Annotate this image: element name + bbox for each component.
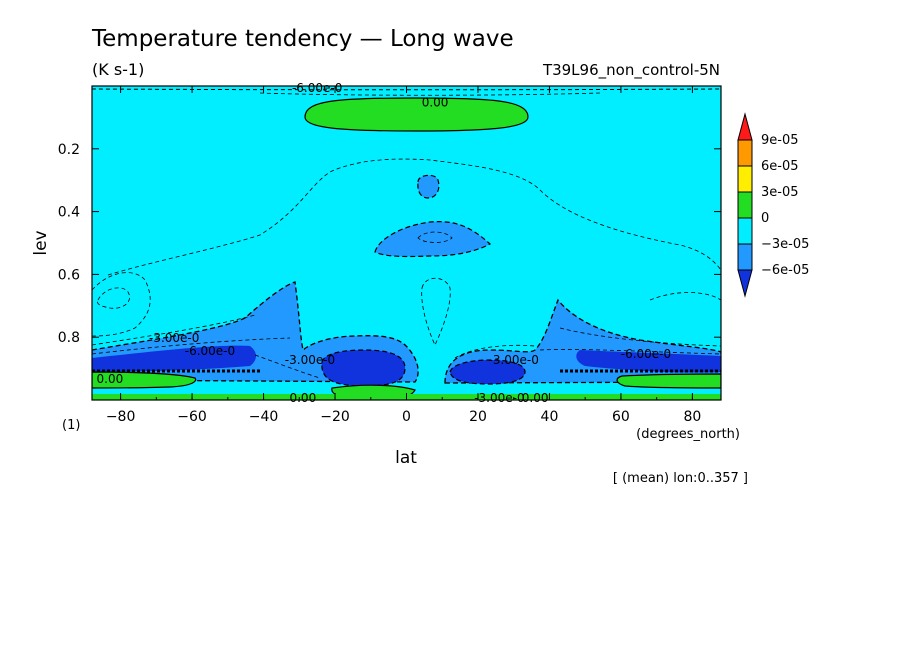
plot-area <box>92 86 721 400</box>
contour-label: -3.00e-0 <box>474 391 524 405</box>
y-axis-label: lev <box>31 230 51 255</box>
contour-upper-dome <box>107 158 721 276</box>
colorbar-level-label: −3e-05 <box>761 237 809 252</box>
contour-right-lower-lines <box>454 327 721 359</box>
x-tick-label: −80 <box>106 409 136 425</box>
x-tick-label: −60 <box>177 409 207 425</box>
y-tick-label: 0.6 <box>58 267 80 283</box>
contour-left-loop <box>97 287 130 309</box>
colorbar-level-label: 9e-05 <box>761 133 799 148</box>
colorbar-box <box>737 139 753 167</box>
colorbar-box <box>737 165 753 193</box>
fill-right-central-core <box>449 359 526 385</box>
y-axis: 0.2 0.4 0.6 0.8 <box>58 142 721 346</box>
x-tick-label: 40 <box>541 409 559 425</box>
fill-left-core-band <box>92 345 256 372</box>
contour-label: -3.00e-0 <box>285 353 335 367</box>
fill-right-core-band <box>576 350 721 373</box>
colorbar-level-label: 3e-05 <box>761 185 799 200</box>
x-axis: −80 −60 −40 −20 0 20 40 60 80 <box>106 86 701 425</box>
contour-top-line-2 <box>259 92 601 96</box>
contour-label: -6.00e-0 <box>292 81 342 95</box>
colorbar-level-label: 6e-05 <box>761 159 799 174</box>
contour-central-inner-loop <box>417 231 453 243</box>
fill-left-bottom-zero-band <box>92 371 197 389</box>
contour-left-arc <box>92 272 151 337</box>
y-axis-units: (1) <box>62 418 80 433</box>
contour-label: -6.00e-0 <box>621 347 671 361</box>
colorbar-bottom-arrow <box>737 269 753 298</box>
x-tick-label: −40 <box>249 409 279 425</box>
fill-mid-small-blob <box>417 174 440 199</box>
x-tick-label: 60 <box>612 409 630 425</box>
x-tick-label: −20 <box>320 409 350 425</box>
x-tick-label: 80 <box>683 409 701 425</box>
experiment-label: T39L96_non_control-5N <box>542 61 720 80</box>
colorbar-top-arrow <box>737 112 753 141</box>
chart-units: (K s-1) <box>92 60 144 79</box>
x-axis-label: lat <box>395 448 417 468</box>
y-tick-label: 0.2 <box>58 142 80 158</box>
contour-label: 0.00 <box>97 372 124 386</box>
fill-top-zero-region <box>304 97 529 132</box>
contour-left-lower-lines <box>92 314 321 379</box>
contour-label: -3.00e-0 <box>489 353 539 367</box>
contour-equator-loop <box>421 277 451 346</box>
contour-label: -6.00e-0 <box>185 344 235 358</box>
contour-right-dome <box>649 292 721 301</box>
colorbar-box <box>737 217 753 245</box>
contour-label: -3.00e-0 <box>149 331 199 345</box>
colorbar: 9e-05 6e-05 3e-05 0 −3e-05 −6e-05 <box>737 112 809 298</box>
colorbar-level-label: 0 <box>761 211 769 226</box>
y-tick-label: 0.8 <box>58 330 80 346</box>
contour-label: 0.00 <box>522 391 549 405</box>
colorbar-level-label: −6e-05 <box>761 263 809 278</box>
y-tick-label: 0.4 <box>58 205 80 221</box>
contour-label: 0.00 <box>289 391 316 405</box>
colorbar-box <box>737 191 753 219</box>
fill-left-central-core <box>321 349 406 387</box>
x-tick-label: 20 <box>469 409 487 425</box>
x-axis-units: (degrees_north) <box>636 427 740 442</box>
chart-title: Temperature tendency — Long wave <box>91 26 514 52</box>
x-tick-label: 0 <box>402 409 411 425</box>
contour-labels: 0.00-6.00e-0-3.00e-0-6.00e-00.00-3.00e-0… <box>97 81 672 405</box>
colorbar-box <box>737 243 753 271</box>
fill-mid-central-blob <box>374 221 492 258</box>
fill-right-bottom-zero-band <box>616 373 721 389</box>
contour-label: 0.00 <box>422 96 449 110</box>
footnote: [ (mean) lon:0..357 ] <box>613 471 748 486</box>
